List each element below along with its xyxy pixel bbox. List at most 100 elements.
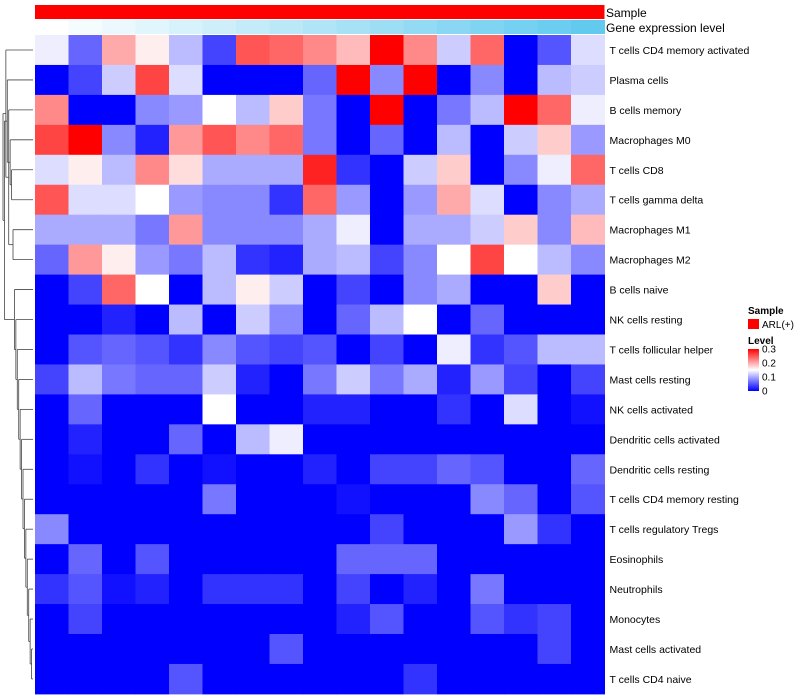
heatmap-cell	[571, 424, 605, 455]
heatmap-cell	[504, 544, 538, 575]
heatmap-cell	[303, 244, 337, 276]
row-labels: T cells CD4 memory activated Plasma cells…	[610, 45, 750, 686]
heatmap-cell	[537, 454, 572, 485]
heatmap-cell	[202, 184, 237, 216]
heatmap-cell	[236, 244, 270, 276]
annotation-cell-gene-expression	[236, 20, 270, 34]
heatmap-cell	[303, 274, 337, 306]
heatmap-cell	[236, 604, 270, 635]
heatmap-cell	[504, 244, 538, 276]
heatmap-cell	[303, 424, 337, 455]
row-label: T cells gamma delta	[610, 195, 704, 207]
annotation-cell-gene-expression	[571, 20, 605, 34]
heatmap-cell	[370, 364, 404, 395]
heatmap-cell	[169, 364, 203, 395]
heatmap-cell	[169, 274, 203, 306]
heatmap-cell	[269, 364, 304, 395]
heatmap-cell	[370, 154, 404, 186]
heatmap-cell	[269, 514, 304, 545]
heatmap-cell	[202, 574, 237, 605]
annotation-layer	[35, 5, 605, 34]
row-label: T cells follicular helper	[610, 344, 714, 356]
heatmap-cell	[135, 544, 170, 575]
heatmap-cell	[403, 574, 438, 605]
heatmap-cell	[571, 244, 605, 276]
heatmap-cell	[35, 394, 69, 425]
heatmap-cell	[68, 274, 103, 306]
heatmap-cell	[169, 634, 203, 665]
heatmap-cell	[102, 364, 136, 395]
heatmap-cell	[470, 544, 505, 575]
heatmap-cell	[102, 64, 136, 96]
heatmap-cell	[537, 634, 572, 665]
heatmap-cell	[68, 334, 103, 365]
heatmap-cell	[336, 334, 371, 365]
heatmap-cell	[571, 454, 605, 485]
heatmap-cell	[437, 334, 471, 365]
heatmap-cell	[102, 634, 136, 665]
annotation-bar-sample	[35, 5, 605, 19]
heatmap-cell	[135, 424, 170, 455]
heatmap-cell	[537, 663, 572, 695]
heatmap-cell	[169, 304, 203, 335]
heatmap-cell	[370, 484, 404, 515]
row-label: Macrophages M1	[610, 225, 691, 237]
heatmap-cell	[202, 544, 237, 575]
heatmap-cell	[470, 124, 505, 156]
heatmap-cell	[269, 574, 304, 605]
heatmap-cell	[403, 124, 438, 156]
heatmap-cell	[504, 94, 538, 126]
legend-tick-label: 0	[762, 387, 768, 398]
heatmap-cell	[504, 214, 538, 246]
heatmap-cell	[437, 574, 471, 605]
heatmap-cell	[236, 424, 270, 455]
heatmap-cell	[403, 634, 438, 665]
heatmap-cell	[370, 64, 404, 96]
heatmap-cell	[35, 304, 69, 335]
heatmap-cell	[102, 274, 136, 306]
row-label: NK cells resting	[610, 315, 683, 327]
heatmap-cell	[169, 334, 203, 365]
heatmap-cell	[68, 154, 103, 186]
heatmap-cell	[68, 244, 103, 276]
heatmap-cell	[504, 454, 538, 485]
heatmap-cell	[68, 364, 103, 395]
heatmap-cell	[202, 124, 237, 156]
heatmap-cell	[370, 514, 404, 545]
legend-tick-label: 0.2	[762, 359, 776, 370]
annotation-cell-gene-expression	[269, 20, 304, 34]
heatmap-cell	[135, 244, 170, 276]
heatmap-cell	[370, 424, 404, 455]
heatmap-cell	[135, 184, 170, 216]
heatmap-cell	[470, 214, 505, 246]
heatmap-cell	[437, 35, 471, 66]
heatmap-cell	[236, 574, 270, 605]
heatmap-cell	[504, 364, 538, 395]
heatmap-cell	[135, 574, 170, 605]
heatmap-cell	[403, 184, 438, 216]
heatmap-cell	[68, 484, 103, 515]
heatmap-cell	[269, 64, 304, 96]
heatmap-cell	[35, 544, 69, 575]
heatmap-cell	[202, 604, 237, 635]
heatmap-cell	[68, 514, 103, 545]
heatmap-cell	[269, 94, 304, 126]
annotation-cell-gene-expression	[470, 20, 505, 34]
heatmap-cell	[504, 424, 538, 455]
row-dendrogram	[2, 49, 33, 680]
heatmap-cell	[403, 64, 438, 96]
row-label: T cells regulatory Tregs	[610, 524, 719, 536]
heatmap-cell	[403, 394, 438, 425]
heatmap-cell	[370, 544, 404, 575]
heatmap-cell	[303, 604, 337, 635]
heatmap-cell	[370, 304, 404, 335]
heatmap-cell	[269, 484, 304, 515]
heatmap-cell	[169, 604, 203, 635]
heatmap-cell	[504, 334, 538, 365]
heatmap-cell	[537, 64, 572, 96]
heatmap-cell	[68, 454, 103, 485]
legend: Sample ARL(+) Level 0.3 0.2 0.1 0	[748, 306, 794, 398]
heatmap-cell	[437, 364, 471, 395]
heatmap-cell	[537, 334, 572, 365]
